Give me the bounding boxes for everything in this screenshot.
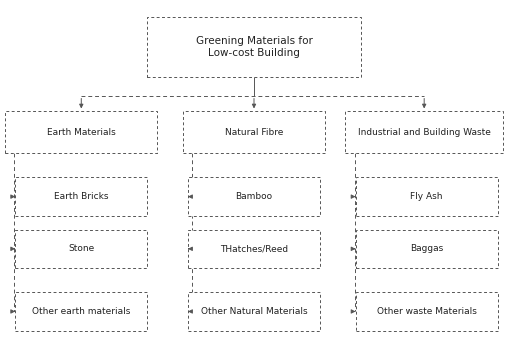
FancyBboxPatch shape bbox=[15, 230, 147, 268]
Text: THatches/Reed: THatches/Reed bbox=[220, 244, 288, 253]
FancyBboxPatch shape bbox=[183, 111, 325, 153]
FancyBboxPatch shape bbox=[188, 177, 320, 216]
FancyBboxPatch shape bbox=[188, 292, 320, 331]
FancyBboxPatch shape bbox=[356, 177, 498, 216]
FancyBboxPatch shape bbox=[5, 111, 157, 153]
Text: Stone: Stone bbox=[68, 244, 94, 253]
Text: Other waste Materials: Other waste Materials bbox=[377, 307, 477, 316]
Text: Industrial and Building Waste: Industrial and Building Waste bbox=[358, 128, 491, 137]
FancyBboxPatch shape bbox=[345, 111, 503, 153]
Text: Fly Ash: Fly Ash bbox=[410, 192, 443, 201]
Text: Greening Materials for
Low-cost Building: Greening Materials for Low-cost Building bbox=[196, 36, 312, 58]
Text: Natural Fibre: Natural Fibre bbox=[225, 128, 283, 137]
FancyBboxPatch shape bbox=[147, 17, 361, 77]
Text: Earth Bricks: Earth Bricks bbox=[54, 192, 109, 201]
FancyBboxPatch shape bbox=[15, 177, 147, 216]
FancyBboxPatch shape bbox=[356, 230, 498, 268]
Text: Baggas: Baggas bbox=[410, 244, 443, 253]
Text: Other Natural Materials: Other Natural Materials bbox=[201, 307, 307, 316]
FancyBboxPatch shape bbox=[356, 292, 498, 331]
Text: Other earth materials: Other earth materials bbox=[32, 307, 131, 316]
Text: Bamboo: Bamboo bbox=[235, 192, 273, 201]
FancyBboxPatch shape bbox=[188, 230, 320, 268]
Text: Earth Materials: Earth Materials bbox=[47, 128, 116, 137]
FancyBboxPatch shape bbox=[15, 292, 147, 331]
